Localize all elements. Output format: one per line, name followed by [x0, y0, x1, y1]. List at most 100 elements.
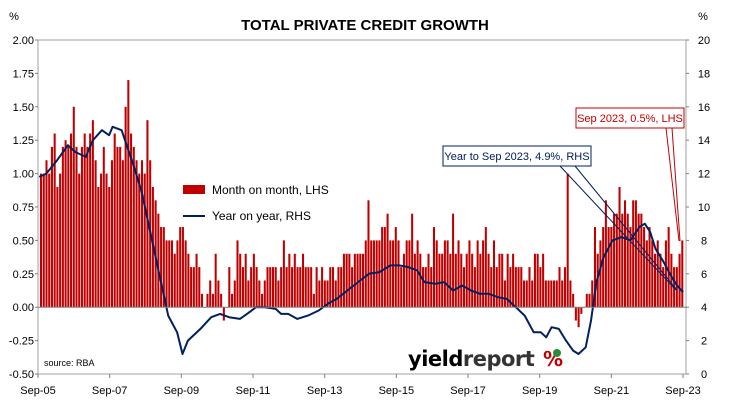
bar-month-on-month	[539, 267, 542, 308]
bar-month-on-month	[476, 240, 479, 308]
bar-month-on-month	[307, 267, 310, 308]
bar-month-on-month	[214, 253, 217, 308]
bar-month-on-month	[94, 160, 97, 308]
x-tick-label: Sep-23	[665, 385, 700, 397]
bar-month-on-month	[438, 253, 441, 308]
brand-wordmark: yieldreport	[408, 347, 535, 371]
bar-month-on-month	[482, 240, 485, 308]
bar-month-on-month	[593, 227, 596, 308]
bar-month-on-month	[405, 240, 408, 308]
bar-month-on-month	[356, 253, 359, 308]
bar-month-on-month	[678, 253, 681, 308]
bar-month-on-month	[252, 253, 255, 308]
bar-month-on-month	[512, 253, 515, 308]
bar-month-on-month	[266, 267, 269, 308]
bar-month-on-month	[75, 146, 78, 308]
right-tick-label: 6	[701, 269, 707, 281]
right-tick-label: 12	[698, 169, 710, 181]
bar-month-on-month	[78, 173, 81, 308]
x-tick-label: Sep-17	[450, 385, 485, 397]
bar-month-on-month	[277, 280, 280, 308]
bar-month-on-month	[544, 280, 547, 308]
bar-month-on-month	[274, 267, 277, 308]
left-tick-label: 2.00	[13, 35, 34, 47]
bar-month-on-month	[64, 140, 67, 308]
bar-month-on-month	[364, 240, 367, 308]
bar-month-on-month	[626, 213, 629, 308]
bar-month-on-month	[629, 227, 632, 308]
bar-month-on-month	[531, 280, 534, 308]
bar-month-on-month	[48, 173, 51, 308]
bar-month-on-month	[675, 267, 678, 308]
bar-month-on-month	[146, 120, 149, 308]
bar-month-on-month	[408, 240, 411, 308]
bar-month-on-month	[381, 227, 384, 308]
source-note: source: RBA	[44, 358, 95, 368]
bar-month-on-month	[528, 267, 531, 308]
bar-month-on-month	[454, 253, 457, 308]
bar-month-on-month	[441, 253, 444, 308]
bar-month-on-month	[580, 307, 583, 314]
bar-month-on-month	[293, 253, 296, 308]
bar-month-on-month	[599, 240, 602, 308]
annotation-sep2023-month: Sep 2023, 0.5%, LHS	[575, 107, 685, 242]
bar-month-on-month	[288, 253, 291, 308]
bar-month-on-month	[378, 240, 381, 308]
bar-month-on-month	[353, 253, 356, 308]
legend-swatch-month-on-month	[183, 185, 205, 194]
bar-month-on-month	[326, 280, 329, 308]
bar-month-on-month	[211, 293, 214, 308]
bar-month-on-month	[367, 200, 370, 308]
bar-month-on-month	[340, 267, 343, 308]
bar-month-on-month	[53, 133, 56, 308]
x-tick-label: Sep-11	[236, 385, 271, 397]
bar-month-on-month	[329, 267, 332, 308]
bar-month-on-month	[132, 146, 135, 308]
left-tick-label: 1.25	[13, 135, 34, 147]
bar-month-on-month	[662, 267, 665, 308]
right-tick-label: 20	[698, 35, 710, 47]
bar-month-on-month	[348, 253, 351, 308]
bar-month-on-month	[533, 253, 536, 308]
bar-month-on-month	[80, 146, 83, 308]
x-tick-label: Sep-05	[20, 385, 55, 397]
bar-month-on-month	[432, 227, 435, 308]
brand-green-dot-icon	[553, 349, 561, 357]
bar-month-on-month	[179, 227, 182, 308]
bar-month-on-month	[304, 267, 307, 308]
bar-month-on-month	[310, 267, 313, 308]
bar-month-on-month	[424, 267, 427, 308]
bar-month-on-month	[386, 213, 389, 308]
bar-month-on-month	[479, 253, 482, 308]
x-tick-label: Sep-19	[522, 385, 557, 397]
bar-month-on-month	[563, 267, 566, 308]
bar-month-on-month	[643, 227, 646, 308]
bar-month-on-month	[67, 146, 70, 308]
bar-month-on-month	[547, 280, 550, 308]
bar-month-on-month	[217, 280, 220, 308]
bar-month-on-month	[45, 160, 48, 308]
bar-month-on-month	[558, 267, 561, 308]
left-tick-label: 0.75	[13, 202, 34, 214]
bar-month-on-month	[452, 213, 455, 308]
bar-month-on-month	[160, 227, 163, 308]
bar-month-on-month	[520, 267, 523, 308]
bar-month-on-month	[536, 253, 539, 308]
bar-month-on-month	[487, 253, 490, 308]
annotation-leader-year-1	[559, 165, 677, 291]
left-tick-label: 1.50	[13, 102, 34, 114]
bar-month-on-month	[285, 267, 288, 308]
bar-month-on-month	[637, 213, 640, 308]
bar-month-on-month	[443, 240, 446, 308]
bar-month-on-month	[542, 253, 545, 308]
bar-month-on-month	[659, 253, 662, 308]
line-series-group	[38, 125, 684, 355]
bar-month-on-month	[113, 133, 116, 308]
x-tick-label: Sep-13	[307, 385, 342, 397]
bar-month-on-month	[181, 227, 184, 308]
bar-month-on-month	[206, 293, 209, 308]
bar-month-on-month	[572, 293, 575, 308]
bar-month-on-month	[250, 267, 253, 308]
bar-month-on-month	[345, 253, 348, 308]
